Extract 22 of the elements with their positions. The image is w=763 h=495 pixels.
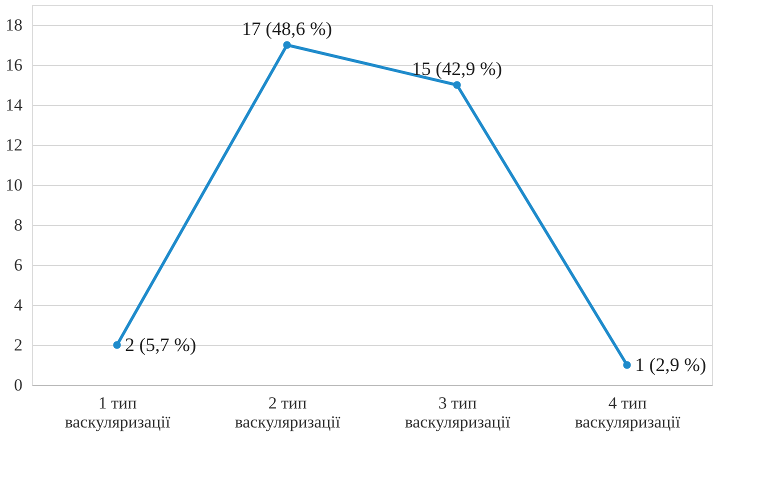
y-tick-label: 12	[6, 136, 22, 154]
point	[283, 41, 291, 49]
point	[623, 361, 631, 369]
x-tick-label: 2 тип васкуляризації	[234, 394, 340, 432]
point	[113, 341, 121, 349]
y-tick-label: 6	[14, 256, 22, 274]
y-tick-label: 16	[6, 56, 22, 74]
x-tick-label: 1 тип васкуляризації	[64, 394, 170, 432]
x-tick-label: 4 тип васкуляризації	[574, 394, 680, 432]
y-tick-label: 0	[14, 376, 22, 394]
data-label: 2 (5,7 %)	[125, 335, 196, 356]
y-tick-label: 18	[6, 16, 22, 34]
y-tick-label: 4	[14, 296, 23, 314]
data-label: 1 (2,9 %)	[635, 355, 706, 376]
y-tick-label: 10	[6, 176, 22, 194]
x-tick-label: 3 тип васкуляризації	[404, 394, 510, 432]
y-tick-label: 8	[14, 216, 22, 234]
y-tick-label: 14	[6, 96, 23, 114]
data-label: 15 (42,9 %)	[412, 59, 502, 80]
data-label: 17 (48,6 %)	[242, 19, 332, 40]
point	[453, 81, 461, 89]
y-tick-label: 2	[14, 336, 22, 354]
